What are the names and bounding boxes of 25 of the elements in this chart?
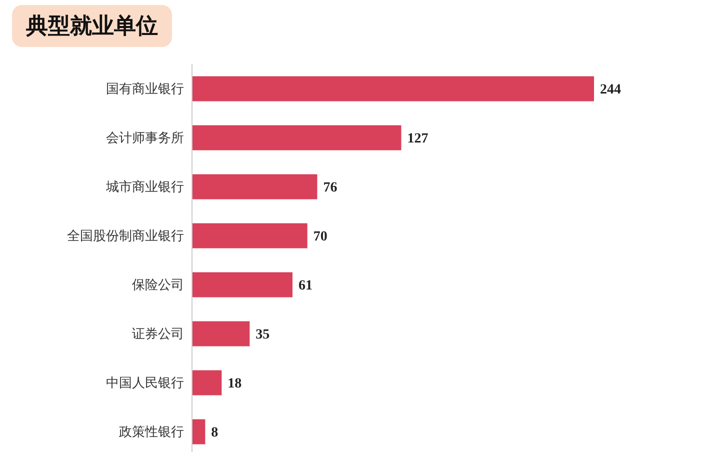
y-tick-label: 保险公司 [132, 278, 184, 294]
bar [192, 272, 292, 298]
data-label: 35 [256, 328, 270, 343]
chart-title: 典型就业单位 [12, 5, 172, 47]
y-tick-label: 政策性银行 [119, 425, 184, 440]
bar [192, 174, 318, 200]
y-tick-label: 证券公司 [132, 327, 184, 342]
bar [192, 321, 250, 346]
data-label: 70 [313, 230, 328, 245]
data-label: 127 [407, 132, 428, 147]
data-label: 76 [323, 180, 338, 196]
data-label: 61 [298, 278, 312, 294]
y-tick-label: 全国股份制商业银行 [67, 229, 184, 244]
y-tick-label: 城市商业银行 [105, 180, 184, 196]
y-tick-label: 国有商业银行 [106, 82, 184, 98]
bar [192, 223, 308, 248]
bar [192, 125, 402, 150]
y-tick-label: 中国人民银行 [106, 376, 184, 392]
y-tick-label: 会计师事务所 [106, 131, 184, 146]
bar [192, 370, 222, 396]
data-label: 8 [211, 426, 218, 441]
bar [192, 419, 206, 444]
bar [192, 76, 594, 102]
data-label: 18 [228, 376, 242, 392]
data-label: 244 [600, 82, 621, 98]
